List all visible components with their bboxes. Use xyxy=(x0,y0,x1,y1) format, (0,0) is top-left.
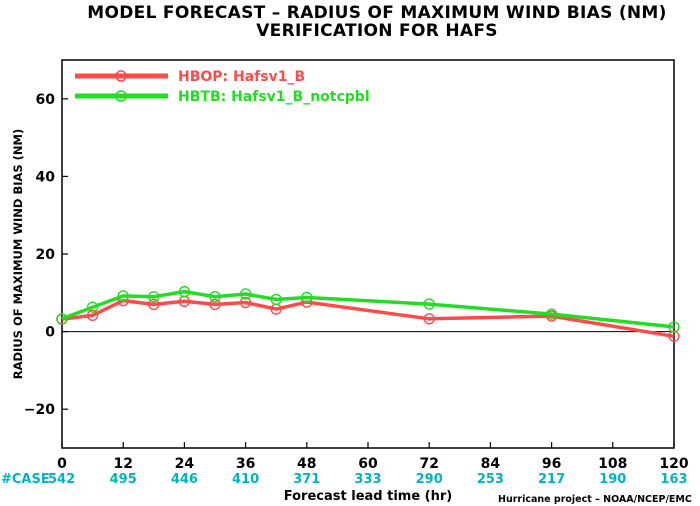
y-tick-label: 0 xyxy=(45,325,55,341)
x-tick-label: 120 xyxy=(659,456,688,472)
case-count: 190 xyxy=(599,472,626,487)
data-point xyxy=(423,298,435,310)
data-point xyxy=(148,290,160,303)
x-tick-label: 60 xyxy=(358,456,378,472)
case-count: 495 xyxy=(110,472,137,487)
data-point xyxy=(270,293,282,306)
data-point xyxy=(148,298,160,311)
axis-ticks: 0 12 24 36 48 60 72 84 96 108 120 60 40 20 0 −20 xyxy=(24,92,689,472)
data-point xyxy=(301,291,313,304)
x-axis-label: Forecast lead time (hr) xyxy=(284,489,452,504)
case-counts: 542 495 446 410 371 333 290 253 217 190 163 xyxy=(48,472,688,487)
x-tick-label: 108 xyxy=(598,456,627,472)
data-point xyxy=(209,298,221,311)
y-tick-label: −20 xyxy=(24,402,55,418)
legend-label-hbop: HBOP: Hafsv1_B xyxy=(178,69,305,85)
chart-subtitle: VERIFICATION FOR HAFS xyxy=(256,21,498,41)
legend-marker-hbtb xyxy=(115,90,127,102)
case-count: 253 xyxy=(477,472,504,487)
x-tick-label: 24 xyxy=(175,456,195,472)
data-point xyxy=(545,308,558,320)
case-count: 333 xyxy=(354,472,381,487)
x-tick-label: 72 xyxy=(419,456,438,472)
x-tick-label: 96 xyxy=(542,456,561,472)
legend-marker-hbop xyxy=(115,70,127,82)
data-point xyxy=(423,313,435,325)
legend: HBOP: Hafsv1_B HBTB: Hafsv1_B_notcpbl xyxy=(75,69,370,105)
case-count: 290 xyxy=(416,472,443,487)
case-count: 410 xyxy=(232,472,259,487)
data-point xyxy=(239,296,252,309)
data-point xyxy=(117,290,129,302)
data-point xyxy=(668,321,680,333)
data-point xyxy=(56,313,68,325)
case-count: 217 xyxy=(538,472,565,487)
case-count: 371 xyxy=(293,472,320,487)
data-point xyxy=(178,285,191,298)
credit-text: Hurricane project – NOAA/NCEP/EMC xyxy=(498,494,692,505)
y-axis-label: RADIUS OF MAXIMUM WIND BIAS (NM) xyxy=(11,129,25,380)
case-label: #CASE xyxy=(1,472,50,487)
data-point xyxy=(86,309,99,322)
data-point xyxy=(239,288,252,300)
x-tick-label: 84 xyxy=(481,456,501,472)
case-count: 446 xyxy=(171,472,198,487)
legend-label-hbtb: HBTB: Hafsv1_B_notcpbl xyxy=(178,89,370,105)
y-tick-label: 20 xyxy=(36,247,56,263)
case-count: 163 xyxy=(660,472,687,487)
x-tick-label: 0 xyxy=(57,456,67,472)
data-point xyxy=(86,301,99,313)
data-point xyxy=(209,290,221,303)
x-tick-label: 36 xyxy=(236,456,255,472)
x-tick-label: 48 xyxy=(297,456,316,472)
plot-frame xyxy=(61,59,675,449)
y-tick-label: 60 xyxy=(36,92,56,108)
chart-title: MODEL FORECAST – RADIUS OF MAXIMUM WIND … xyxy=(87,3,666,23)
series-group xyxy=(56,285,680,342)
x-tick-label: 12 xyxy=(113,456,132,472)
y-tick-label: 40 xyxy=(36,169,56,185)
case-count: 542 xyxy=(48,472,75,487)
